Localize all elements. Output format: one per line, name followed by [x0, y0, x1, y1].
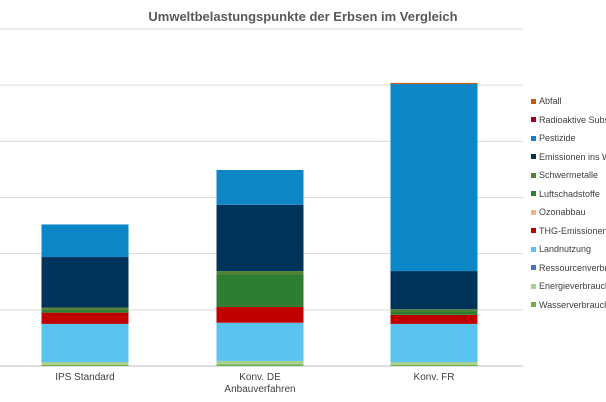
legend-label: Ressourcenverbrauch — [539, 262, 606, 273]
legend-label: Pestizide — [539, 133, 576, 144]
bar-segment — [216, 169, 304, 205]
legend-label: Luftschadstoffe — [539, 188, 600, 199]
legend-swatch — [531, 135, 536, 141]
legend-item: Wasserverbrauch — [531, 296, 606, 315]
bar-segment — [41, 224, 129, 258]
legend-swatch — [531, 302, 536, 308]
bar-segment — [216, 364, 304, 366]
x-tick-label: Konv. FR — [413, 372, 455, 383]
legend-label: Abfall — [539, 96, 562, 107]
bar-segment — [41, 309, 129, 313]
legend-item: Luftschadstoffe — [531, 185, 606, 204]
bar-segment — [390, 309, 478, 312]
legend-label: Wasserverbrauch — [539, 299, 606, 310]
bar-segment — [216, 274, 304, 308]
bar-segment — [390, 314, 478, 324]
legend-label: Schwermetalle — [539, 170, 599, 181]
bar-segment — [390, 362, 478, 365]
legend-item: Ressourcenverbrauch — [531, 259, 606, 278]
bar-segment — [390, 82, 478, 85]
legend-label: Landnutzung — [539, 244, 592, 255]
chart-title: Umweltbelastungspunkte der Erbsen im Ver… — [148, 9, 458, 24]
legend-item: Radioaktive Subst — [531, 111, 606, 130]
legend-item: Emissionen ins W — [531, 148, 606, 167]
bar-segment — [216, 271, 304, 275]
legend-item: Energieverbrauch — [531, 277, 606, 296]
bar-segment — [390, 84, 478, 272]
legend-label: THG-Emissionen — [539, 225, 606, 236]
legend-item: Schwermetalle — [531, 166, 606, 185]
legend-label: Emissionen ins W — [539, 151, 606, 162]
legend-swatch — [531, 172, 536, 178]
bar-segment — [216, 204, 304, 272]
legend-swatch — [531, 191, 536, 197]
legend-swatch — [531, 117, 536, 123]
legend-item: Abfall — [531, 92, 606, 111]
legend-swatch — [531, 209, 536, 215]
bar-segment — [390, 311, 478, 315]
bar-segment — [41, 364, 129, 366]
bar-segment — [216, 307, 304, 323]
bar-segment — [41, 257, 129, 308]
bar-segment — [41, 307, 129, 310]
legend-label: Ozonabbau — [539, 207, 586, 218]
legend-swatch — [531, 246, 536, 252]
legend-item: Ozonabbau — [531, 203, 606, 222]
legend-item: Pestizide — [531, 129, 606, 148]
legend-label: Energieverbrauch — [539, 281, 606, 292]
bar-segment — [216, 322, 304, 361]
bar-segment — [41, 323, 129, 363]
x-tick-label: IPS Standard — [55, 372, 115, 383]
legend-swatch — [531, 228, 536, 234]
bar-segment — [41, 362, 129, 365]
bar-segment — [390, 364, 478, 366]
legend-item: Landnutzung — [531, 240, 606, 259]
bar-segment — [41, 312, 129, 324]
chart-legend: Abfall Radioaktive Subst Pestizide Emission… — [531, 92, 606, 314]
x-tick-label: Konv. DE Anbauverfahren — [224, 372, 296, 395]
legend-label: Radioaktive Subst — [539, 114, 606, 125]
legend-swatch — [531, 265, 536, 271]
bar-segment — [390, 323, 478, 363]
legend-swatch — [531, 154, 536, 160]
bar-segment — [216, 360, 304, 365]
legend-swatch — [531, 98, 536, 104]
legend-item: THG-Emissionen — [531, 222, 606, 241]
bar-segment — [390, 271, 478, 310]
legend-swatch — [531, 283, 536, 289]
